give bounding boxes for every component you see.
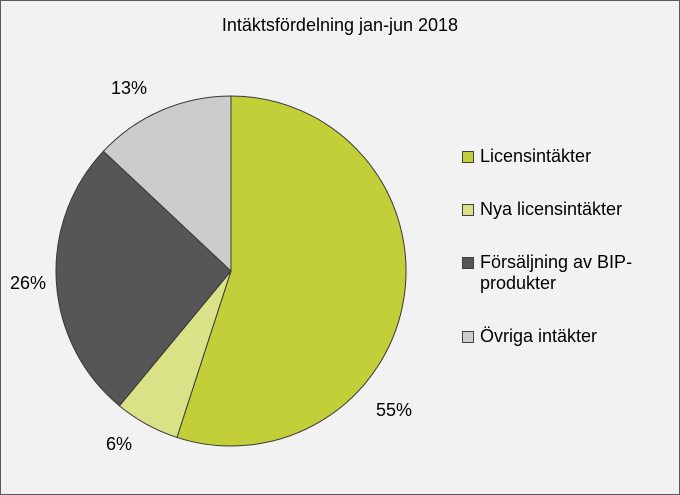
legend-swatch-nya-licensintakter (462, 204, 474, 216)
legend-label-nya-licensintakter: Nya licensintäkter (480, 199, 623, 219)
legend-label-forsaljning-bip-line2: produkter (480, 273, 557, 293)
legend-swatch-ovriga-intakter (462, 331, 474, 343)
chart-title: Intäktsfördelning jan-jun 2018 (221, 15, 459, 35)
data-label-licensintakter: 55% (376, 400, 412, 420)
legend-item-licensintakter: Licensintäkter (462, 146, 672, 167)
data-label-nya-licensintakter: 6% (106, 434, 132, 454)
legend-item-nya-licensintakter: Nya licensintäkter (462, 199, 672, 220)
legend: Licensintäkter Nya licensintäkter Försäl… (462, 146, 672, 379)
data-label-forsaljning-bip: 26% (10, 273, 46, 293)
legend-label-ovriga-intakter: Övriga intäkter (480, 326, 598, 346)
pie-slices (55, 95, 407, 447)
data-label-ovriga-intakter: 13% (111, 78, 147, 98)
legend-item-forsaljning-bip: Försäljning av BIP- produkter (462, 252, 672, 294)
legend-swatch-licensintakter (462, 151, 474, 163)
pie-slice-licensintakter (176, 95, 407, 447)
legend-label-forsaljning-bip-line1: Försäljning av BIP- (480, 252, 633, 272)
legend-label-licensintakter: Licensintäkter (480, 146, 592, 166)
legend-swatch-forsaljning-bip (462, 257, 474, 269)
legend-item-ovriga-intakter: Övriga intäkter (462, 326, 672, 347)
pie-slice-ovriga-intakter (102, 95, 232, 273)
pie-data-labels: 55% 6% 26% 13% (10, 78, 412, 454)
pie-slice-forsaljning-bip (55, 150, 232, 407)
